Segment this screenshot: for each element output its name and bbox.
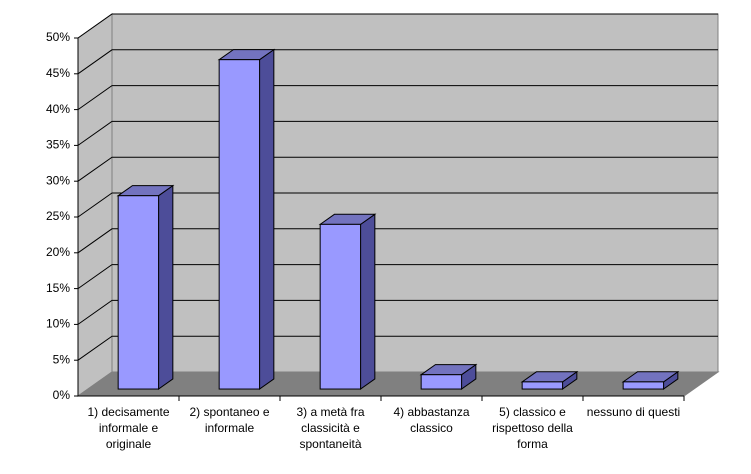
grid-line xyxy=(77,13,718,39)
grid-line xyxy=(77,156,718,182)
x-tick-label: 5) classico e rispettoso della forma xyxy=(492,405,573,451)
y-tick-label: 30% xyxy=(46,173,70,187)
grid-line xyxy=(77,264,718,290)
y-tick-label: 5% xyxy=(53,352,71,366)
bar-side xyxy=(360,213,376,391)
bar xyxy=(521,381,564,390)
y-tick-label: 25% xyxy=(46,209,70,223)
y-tick-label: 40% xyxy=(46,102,70,116)
y-tick-label: 0% xyxy=(53,388,71,402)
x-tick-label: 1) decisamente informale e originale xyxy=(87,405,170,451)
x-tick-label-box: 4) abbastanza classico xyxy=(393,405,470,435)
y-tick-label: 20% xyxy=(46,245,70,259)
x-tick-label: nessuno di questi xyxy=(586,405,681,419)
bar-side xyxy=(158,184,174,391)
bar xyxy=(420,374,463,390)
x-tick-label-box: 2) spontaneo e informale xyxy=(189,405,270,435)
grid-line xyxy=(77,335,718,361)
floor xyxy=(76,371,720,397)
grid-line xyxy=(77,299,718,325)
grid-line xyxy=(77,228,718,254)
y-tick-label: 10% xyxy=(46,317,70,331)
bar xyxy=(319,223,362,390)
x-tick-label-box: 3) a metà fra classicità e spontaneità xyxy=(296,405,365,451)
x-tick-label-box: 5) classico e rispettoso della forma xyxy=(492,405,573,451)
bar xyxy=(622,381,665,390)
x-tick-label: 2) spontaneo e informale xyxy=(189,405,270,435)
grid-line xyxy=(77,49,718,75)
bar xyxy=(218,59,261,390)
y-tick-label: 45% xyxy=(46,66,70,80)
x-tick-label: 4) abbastanza classico xyxy=(393,405,470,435)
x-tick-label-box: 1) decisamente informale e originale xyxy=(87,405,170,451)
grid-line xyxy=(77,85,718,111)
x-tick-label-box: nessuno di questi xyxy=(586,405,681,419)
grid-line xyxy=(77,120,718,146)
y-tick-label: 15% xyxy=(46,281,70,295)
x-tick-label: 3) a metà fra classicità e spontaneità xyxy=(296,405,365,451)
bar xyxy=(117,195,160,390)
y-tick-label: 35% xyxy=(46,138,70,152)
bar-side xyxy=(259,48,275,391)
grid-line xyxy=(77,192,718,218)
y-tick-label: 50% xyxy=(46,30,70,44)
